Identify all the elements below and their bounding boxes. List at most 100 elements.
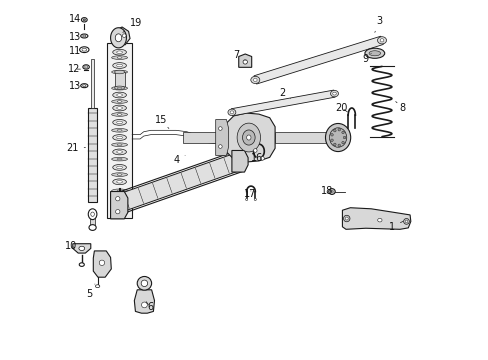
Ellipse shape	[377, 218, 381, 222]
Ellipse shape	[111, 86, 127, 90]
Text: 7: 7	[233, 50, 244, 60]
Bar	[183, 132, 223, 143]
Ellipse shape	[330, 139, 333, 141]
Ellipse shape	[337, 144, 340, 147]
Ellipse shape	[113, 63, 126, 68]
Ellipse shape	[115, 197, 120, 201]
Ellipse shape	[89, 225, 96, 230]
Ellipse shape	[237, 123, 260, 152]
Ellipse shape	[330, 90, 338, 97]
Ellipse shape	[117, 144, 122, 145]
Text: 20: 20	[335, 103, 347, 113]
Ellipse shape	[82, 48, 86, 51]
Ellipse shape	[364, 48, 384, 58]
Ellipse shape	[117, 136, 122, 139]
Ellipse shape	[84, 66, 87, 68]
Ellipse shape	[343, 215, 349, 222]
Ellipse shape	[115, 210, 120, 214]
Ellipse shape	[242, 130, 255, 145]
Polygon shape	[253, 36, 383, 84]
Ellipse shape	[218, 127, 222, 130]
Ellipse shape	[343, 136, 345, 139]
Ellipse shape	[368, 51, 380, 56]
Ellipse shape	[380, 39, 383, 42]
Ellipse shape	[99, 260, 104, 266]
Polygon shape	[342, 208, 410, 229]
Ellipse shape	[341, 131, 344, 134]
Ellipse shape	[341, 141, 344, 144]
Ellipse shape	[117, 151, 122, 153]
Ellipse shape	[403, 219, 408, 224]
Ellipse shape	[113, 135, 126, 140]
Ellipse shape	[325, 123, 350, 152]
Ellipse shape	[81, 84, 88, 88]
Bar	[91, 59, 94, 108]
Ellipse shape	[117, 87, 122, 89]
Ellipse shape	[329, 128, 346, 147]
Ellipse shape	[83, 19, 85, 21]
Text: 8: 8	[395, 102, 405, 113]
Ellipse shape	[254, 198, 256, 201]
Ellipse shape	[405, 220, 407, 222]
Ellipse shape	[253, 149, 257, 152]
Ellipse shape	[82, 35, 86, 37]
Polygon shape	[231, 90, 334, 116]
Ellipse shape	[114, 86, 124, 90]
Text: 13: 13	[68, 32, 81, 42]
Bar	[275, 132, 337, 143]
Ellipse shape	[111, 143, 127, 147]
Ellipse shape	[95, 285, 100, 288]
Ellipse shape	[117, 51, 122, 54]
Text: 4: 4	[173, 155, 185, 165]
Text: 11: 11	[68, 46, 81, 56]
Text: 10: 10	[65, 240, 77, 251]
Text: 6: 6	[146, 302, 153, 312]
Ellipse shape	[111, 56, 127, 59]
Polygon shape	[110, 192, 127, 219]
Ellipse shape	[243, 60, 247, 64]
Ellipse shape	[111, 70, 127, 74]
Polygon shape	[115, 27, 130, 45]
Ellipse shape	[328, 189, 335, 194]
Ellipse shape	[337, 129, 340, 131]
Ellipse shape	[79, 263, 84, 266]
Ellipse shape	[81, 18, 87, 22]
Ellipse shape	[113, 165, 126, 170]
Polygon shape	[238, 54, 251, 67]
Ellipse shape	[111, 100, 127, 103]
Polygon shape	[134, 290, 154, 313]
Ellipse shape	[117, 64, 122, 67]
Ellipse shape	[111, 189, 127, 193]
Ellipse shape	[82, 65, 89, 69]
Text: 15: 15	[155, 114, 168, 129]
Ellipse shape	[88, 209, 97, 220]
Ellipse shape	[111, 173, 127, 176]
Ellipse shape	[113, 92, 126, 98]
Ellipse shape	[122, 34, 126, 37]
Ellipse shape	[113, 120, 126, 125]
Ellipse shape	[333, 129, 335, 132]
Ellipse shape	[80, 47, 89, 53]
Polygon shape	[215, 120, 228, 156]
Ellipse shape	[113, 179, 126, 185]
Bar	[88, 108, 97, 202]
Text: 1: 1	[388, 221, 402, 232]
Ellipse shape	[81, 34, 88, 38]
Polygon shape	[223, 113, 275, 162]
Ellipse shape	[113, 105, 126, 111]
Ellipse shape	[111, 129, 127, 132]
Text: 9: 9	[361, 53, 370, 64]
Ellipse shape	[91, 212, 94, 216]
Text: 16: 16	[250, 153, 263, 163]
Text: 18: 18	[321, 186, 333, 196]
Ellipse shape	[345, 217, 347, 220]
Ellipse shape	[79, 246, 84, 251]
Ellipse shape	[332, 92, 336, 95]
Polygon shape	[110, 28, 126, 48]
Ellipse shape	[114, 199, 124, 204]
Ellipse shape	[117, 101, 122, 102]
Ellipse shape	[251, 141, 255, 147]
Text: 3: 3	[374, 16, 382, 32]
Ellipse shape	[117, 114, 122, 115]
Ellipse shape	[246, 135, 250, 140]
